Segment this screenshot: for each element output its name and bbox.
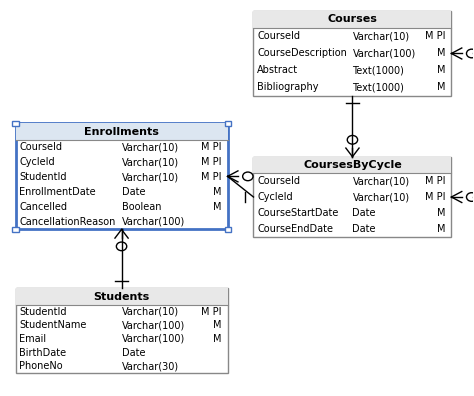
Text: Varchar(10): Varchar(10) xyxy=(353,31,410,41)
Text: Date: Date xyxy=(121,348,145,358)
Text: CourseStartDate: CourseStartDate xyxy=(257,208,338,218)
Text: Email: Email xyxy=(19,334,46,344)
Text: Students: Students xyxy=(93,292,150,302)
Text: Abstract: Abstract xyxy=(257,65,299,75)
Text: M: M xyxy=(437,208,446,218)
Text: CourseEndDate: CourseEndDate xyxy=(257,224,333,234)
Text: Varchar(10): Varchar(10) xyxy=(353,192,410,202)
Text: M PI: M PI xyxy=(425,176,446,186)
Bar xyxy=(16,288,228,373)
Text: CourseId: CourseId xyxy=(257,31,300,41)
Text: Varchar(30): Varchar(30) xyxy=(121,361,179,371)
Text: Varchar(10): Varchar(10) xyxy=(121,307,179,317)
Text: CoursesByCycle: CoursesByCycle xyxy=(303,160,402,170)
Text: CourseId: CourseId xyxy=(257,176,300,186)
Text: StudentId: StudentId xyxy=(19,172,67,182)
Text: Date: Date xyxy=(353,208,376,218)
Text: Varchar(100): Varchar(100) xyxy=(121,334,185,344)
Bar xyxy=(12,121,18,126)
Text: CourseDescription: CourseDescription xyxy=(257,48,347,58)
Text: M: M xyxy=(213,187,221,197)
Text: M: M xyxy=(437,48,446,58)
Bar xyxy=(12,227,18,232)
Text: Varchar(10): Varchar(10) xyxy=(121,157,179,167)
Text: M PI: M PI xyxy=(425,192,446,202)
Text: Bibliography: Bibliography xyxy=(257,82,319,92)
Bar xyxy=(16,288,228,305)
Text: M: M xyxy=(437,65,446,75)
Text: Cancelled: Cancelled xyxy=(19,202,67,212)
Text: CancellationReason: CancellationReason xyxy=(19,217,116,227)
Text: Text(1000): Text(1000) xyxy=(353,65,404,75)
Text: BirthDate: BirthDate xyxy=(19,348,66,358)
Text: M: M xyxy=(213,202,221,212)
Text: Text(1000): Text(1000) xyxy=(353,82,404,92)
Bar xyxy=(16,123,228,140)
Text: M: M xyxy=(437,82,446,92)
Text: Enrollments: Enrollments xyxy=(84,127,159,137)
Text: Varchar(100): Varchar(100) xyxy=(121,217,185,227)
Text: CycleId: CycleId xyxy=(19,157,55,167)
Bar xyxy=(254,157,451,237)
Text: CycleId: CycleId xyxy=(257,192,293,202)
Text: Varchar(100): Varchar(100) xyxy=(353,48,416,58)
Bar xyxy=(16,123,228,229)
Text: StudentId: StudentId xyxy=(19,307,67,317)
Text: M: M xyxy=(437,224,446,234)
Bar xyxy=(254,11,451,96)
Text: Date: Date xyxy=(121,187,145,197)
Text: M PI: M PI xyxy=(201,142,221,152)
Text: M PI: M PI xyxy=(425,31,446,41)
Bar xyxy=(225,227,231,232)
Text: StudentName: StudentName xyxy=(19,320,87,330)
Text: Varchar(10): Varchar(10) xyxy=(121,142,179,152)
Text: M: M xyxy=(213,320,221,330)
Text: Varchar(10): Varchar(10) xyxy=(121,172,179,182)
Text: Varchar(100): Varchar(100) xyxy=(121,320,185,330)
Text: Courses: Courses xyxy=(328,15,377,25)
Text: PhoneNo: PhoneNo xyxy=(19,361,63,371)
Text: M: M xyxy=(213,334,221,344)
Text: Date: Date xyxy=(353,224,376,234)
Bar xyxy=(225,121,231,126)
Bar xyxy=(254,157,451,173)
Text: M PI: M PI xyxy=(201,157,221,167)
Text: Varchar(10): Varchar(10) xyxy=(353,176,410,186)
Text: CourseId: CourseId xyxy=(19,142,62,152)
Text: Boolean: Boolean xyxy=(121,202,161,212)
Text: EnrollmentDate: EnrollmentDate xyxy=(19,187,96,197)
Text: M PI: M PI xyxy=(201,172,221,182)
Text: M PI: M PI xyxy=(201,307,221,317)
Bar xyxy=(254,11,451,28)
